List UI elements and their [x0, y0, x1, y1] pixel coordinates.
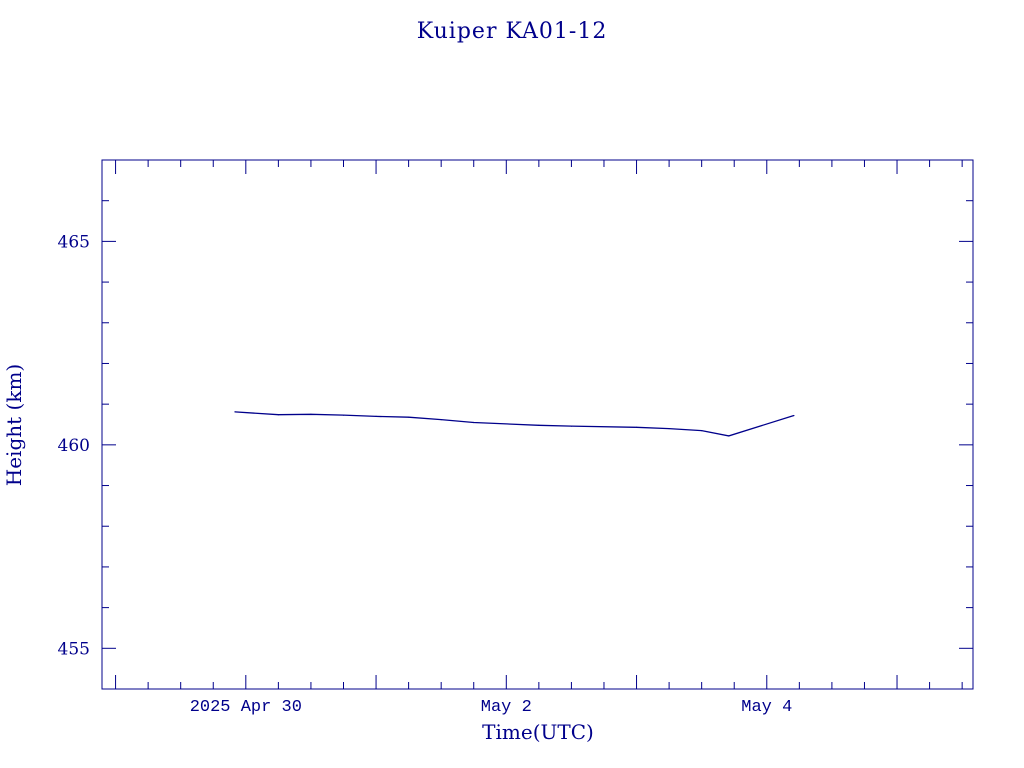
- chart-title: Kuiper KA01-12: [417, 19, 608, 44]
- data-point: [375, 415, 377, 417]
- y-tick-label: 455: [58, 639, 90, 659]
- data-point: [701, 430, 703, 432]
- data-point: [570, 425, 573, 427]
- x-tick-label: May 2: [481, 698, 532, 717]
- data-point: [635, 426, 638, 428]
- y-tick-label: 465: [58, 232, 90, 252]
- series-layer: [234, 411, 795, 437]
- y-axis-label: Height (km): [2, 364, 26, 486]
- x-axis-ticks: 2025 Apr 30 May 2 May 4: [115, 160, 963, 717]
- plot-frame: [101, 159, 974, 690]
- data-point: [473, 421, 475, 424]
- data-point: [728, 435, 730, 437]
- data-point: [668, 427, 670, 430]
- data-point: [538, 424, 540, 426]
- data-point: [277, 414, 279, 416]
- x-tick-label: May 4: [741, 698, 792, 717]
- series-line: [234, 411, 795, 437]
- data-point: [408, 416, 410, 418]
- data-point: [342, 414, 345, 416]
- x-tick-label: 2025 Apr 30: [190, 698, 302, 717]
- y-axis-ticks: 455 460 465: [58, 159, 973, 690]
- data-point: [793, 414, 795, 417]
- data-point: [310, 413, 312, 415]
- x-axis-label: Time(UTC): [482, 720, 594, 744]
- data-point: [440, 419, 442, 421]
- data-point: [234, 411, 236, 413]
- y-tick-label: 460: [58, 436, 90, 456]
